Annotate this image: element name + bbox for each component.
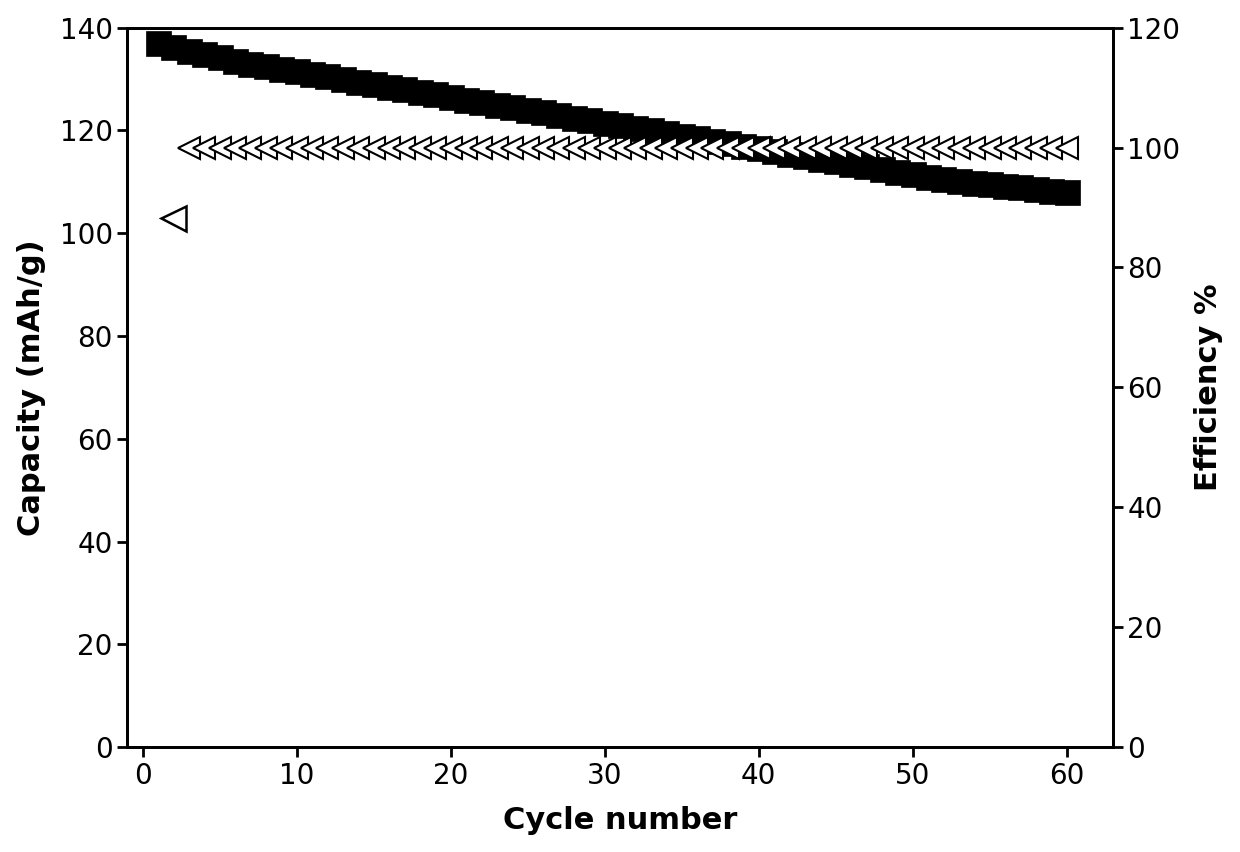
Y-axis label: Capacity (mAh/g): Capacity (mAh/g) (16, 239, 46, 536)
Y-axis label: Efficiency %: Efficiency % (1194, 284, 1224, 492)
X-axis label: Cycle number: Cycle number (502, 806, 738, 835)
